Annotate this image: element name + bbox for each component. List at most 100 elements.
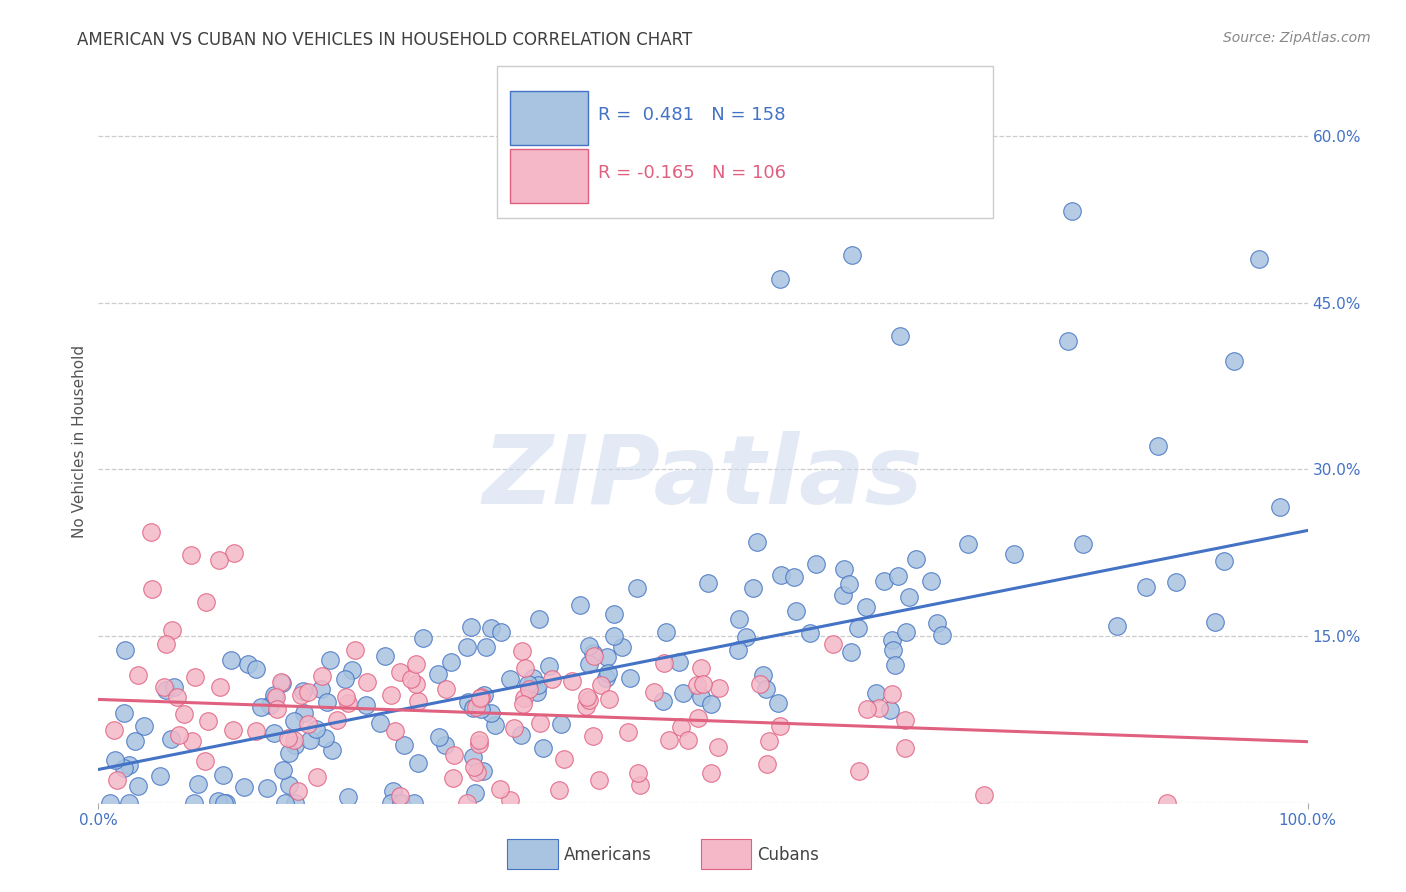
Point bbox=[284, 738, 307, 752]
Point bbox=[429, 730, 451, 744]
Point bbox=[207, 553, 229, 567]
Point bbox=[326, 713, 349, 727]
Point bbox=[277, 731, 299, 745]
Point bbox=[160, 623, 183, 637]
Point bbox=[526, 684, 548, 698]
Point bbox=[865, 686, 887, 700]
Point bbox=[510, 644, 533, 658]
Point bbox=[392, 738, 415, 752]
Point bbox=[823, 637, 845, 651]
Point bbox=[655, 624, 678, 639]
Point bbox=[155, 637, 177, 651]
Point bbox=[700, 697, 723, 711]
Point bbox=[598, 692, 620, 706]
Point bbox=[499, 672, 522, 686]
Point bbox=[769, 568, 792, 582]
Point bbox=[118, 796, 141, 810]
Point bbox=[263, 688, 285, 702]
Point bbox=[873, 574, 896, 589]
FancyBboxPatch shape bbox=[700, 838, 751, 870]
Point bbox=[588, 773, 610, 788]
Point bbox=[389, 665, 412, 679]
Point bbox=[668, 655, 690, 669]
Point bbox=[297, 684, 319, 698]
Point bbox=[233, 780, 256, 794]
Point bbox=[1247, 252, 1270, 267]
Point bbox=[297, 717, 319, 731]
Point bbox=[212, 796, 235, 810]
Point bbox=[531, 741, 554, 756]
Point bbox=[259, 698, 281, 712]
Point bbox=[441, 771, 464, 785]
Point bbox=[406, 756, 429, 771]
Point bbox=[470, 702, 492, 716]
Point bbox=[905, 140, 928, 154]
Point bbox=[467, 737, 489, 751]
Point bbox=[686, 678, 709, 692]
Point bbox=[617, 725, 640, 739]
Point bbox=[470, 690, 492, 705]
Point bbox=[517, 682, 540, 697]
Point bbox=[160, 732, 183, 747]
Point bbox=[368, 716, 391, 731]
Point bbox=[333, 673, 356, 687]
Point bbox=[208, 680, 231, 694]
Point bbox=[513, 691, 536, 706]
Text: Americans: Americans bbox=[564, 846, 652, 863]
Point bbox=[838, 577, 860, 591]
FancyBboxPatch shape bbox=[509, 149, 588, 203]
Point bbox=[335, 690, 357, 704]
Point bbox=[603, 607, 626, 621]
Point bbox=[882, 642, 904, 657]
Point bbox=[141, 582, 163, 597]
Point bbox=[183, 796, 205, 810]
Point bbox=[298, 732, 321, 747]
Point bbox=[846, 621, 869, 635]
Point bbox=[1212, 554, 1234, 568]
Point bbox=[215, 796, 238, 810]
Point bbox=[880, 687, 903, 701]
Point bbox=[553, 752, 575, 766]
Point bbox=[434, 681, 457, 696]
Point bbox=[742, 581, 765, 595]
Point bbox=[578, 639, 600, 653]
Point bbox=[405, 657, 427, 671]
Point bbox=[104, 753, 127, 767]
Point bbox=[626, 581, 648, 595]
Point bbox=[541, 672, 564, 686]
Point bbox=[465, 765, 488, 780]
Point bbox=[380, 796, 402, 810]
Point bbox=[879, 702, 901, 716]
Point bbox=[1156, 796, 1178, 810]
Point bbox=[194, 754, 217, 768]
Point bbox=[456, 796, 478, 810]
Point bbox=[463, 760, 485, 774]
Point bbox=[883, 658, 905, 673]
Point bbox=[688, 711, 710, 725]
Point bbox=[221, 653, 243, 667]
Point bbox=[896, 624, 918, 639]
Point bbox=[855, 599, 877, 614]
Point bbox=[337, 789, 360, 804]
Point bbox=[292, 683, 315, 698]
FancyBboxPatch shape bbox=[509, 91, 588, 145]
Point bbox=[550, 717, 572, 731]
Point bbox=[443, 747, 465, 762]
Point bbox=[707, 740, 730, 755]
Point bbox=[1268, 500, 1291, 515]
Text: Source: ZipAtlas.com: Source: ZipAtlas.com bbox=[1223, 31, 1371, 45]
Point bbox=[905, 552, 928, 566]
Point bbox=[245, 662, 267, 676]
Point bbox=[319, 653, 342, 667]
Point bbox=[278, 778, 301, 792]
Point bbox=[755, 681, 778, 696]
Point bbox=[578, 657, 600, 672]
Point bbox=[105, 773, 128, 788]
Text: R =  0.481   N = 158: R = 0.481 N = 158 bbox=[598, 106, 786, 124]
Point bbox=[184, 670, 207, 684]
Point bbox=[381, 784, 404, 798]
Point bbox=[582, 729, 605, 743]
Point bbox=[278, 746, 301, 760]
Point bbox=[152, 680, 174, 694]
Point bbox=[405, 677, 427, 691]
